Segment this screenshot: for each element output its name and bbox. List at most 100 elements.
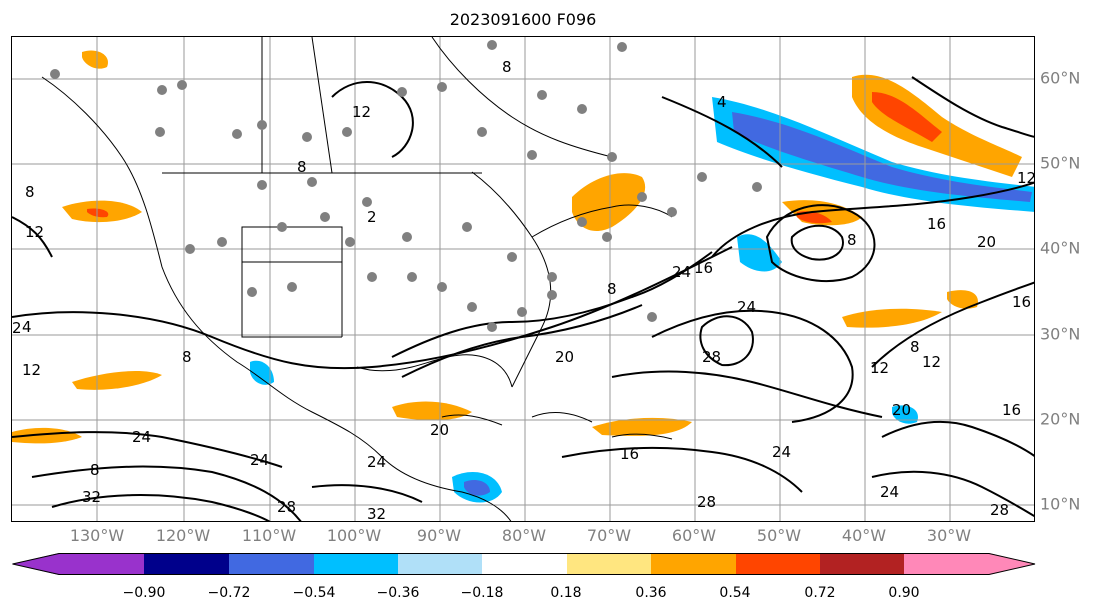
red-fill-mid-atlantic: [797, 211, 832, 224]
colorbar-segment: [12, 553, 144, 575]
lat-label: 40°N: [1040, 238, 1081, 258]
contour-label: 28: [702, 348, 721, 366]
contour-label: 12: [22, 361, 41, 379]
contour-label: 20: [977, 233, 996, 251]
lon-label: 50°W: [756, 526, 802, 545]
orange-fill-east-atlantic: [947, 290, 978, 309]
contour-labels: 8 12 8 4 12 8 2 8 8 4 12 16 20 24 28 24 …: [12, 58, 1035, 522]
contour-label: 8: [90, 461, 100, 479]
colorbar-tick-label: −0.18: [460, 585, 504, 601]
station-dots: [50, 40, 762, 332]
colorbar-tick-label: 0.18: [550, 585, 582, 601]
contour-label: 28: [990, 501, 1009, 519]
contour-label: 12: [1017, 169, 1035, 187]
colorbar-segment: [736, 553, 820, 575]
height-contours: [12, 76, 1034, 521]
contour-label: 4: [22, 318, 32, 336]
colorbar-segment: [229, 553, 314, 575]
shaded-fields: [12, 50, 1034, 503]
colorbar: [12, 553, 1036, 575]
contour-label: 20: [555, 348, 574, 366]
contour-label: 16: [1012, 293, 1031, 311]
contour-label: 12: [352, 103, 371, 121]
lat-label: 50°N: [1040, 153, 1081, 173]
map-panel: 8 12 8 4 12 8 2 8 8 4 12 16 20 24 28 24 …: [11, 36, 1035, 522]
contour-label: 28: [277, 498, 296, 516]
orange-fill-south-pacific: [12, 427, 82, 444]
contour-label: 2: [367, 208, 377, 226]
orange-fill-caribbean: [592, 417, 692, 436]
contour-label: 24: [132, 428, 151, 446]
colorbar-tick-label: 0.36: [635, 585, 667, 601]
colorbar-tick-label: 0.54: [719, 585, 751, 601]
contour-label: 8: [847, 231, 857, 249]
colorbar-outline: [12, 553, 1036, 575]
lat-label: 60°N: [1040, 68, 1081, 88]
graticule-grid: [12, 37, 1034, 521]
lon-label: 80°W: [501, 526, 547, 545]
colorbar-segment: [398, 553, 482, 575]
contour-label: 24: [672, 263, 691, 281]
colorbar-tick-label: 0.90: [888, 585, 920, 601]
contour-label: 8: [297, 158, 307, 176]
colorbar-segment: [820, 553, 904, 575]
coastlines: [41, 37, 673, 521]
contour-label: 12: [922, 353, 941, 371]
lat-label: 30°N: [1040, 324, 1081, 344]
lon-label: 130°W: [69, 526, 125, 545]
contour-label: 32: [82, 488, 101, 506]
colorbar-tick-label: −0.90: [122, 585, 166, 601]
contour-label: 24: [880, 483, 899, 501]
lat-label: 10°N: [1040, 494, 1081, 514]
colorbar-tick-label: −0.36: [376, 585, 420, 601]
lon-label: 40°W: [841, 526, 887, 545]
contour-label: 8: [25, 183, 35, 201]
darkblue-fill-central-america: [464, 480, 490, 496]
colorbar-segment: [651, 553, 736, 575]
contour-label: 12: [870, 359, 889, 377]
blue-fill-atlantic-low: [737, 234, 782, 272]
lon-label: 60°W: [671, 526, 717, 545]
red-fill-north-atlantic: [872, 92, 942, 142]
colorbar-segment: [314, 553, 398, 575]
orange-fill-gulf: [392, 401, 472, 421]
contour-label: 24: [737, 298, 756, 316]
orange-fill-newfoundland: [572, 173, 646, 232]
contour-label: 16: [620, 445, 639, 463]
colorbar-segment: [482, 553, 567, 575]
contour-label: 32: [367, 505, 386, 522]
contour-label: 20: [430, 421, 449, 439]
orange-fill-pacific: [72, 371, 162, 390]
contour-label: 8: [607, 280, 617, 298]
contour-label: 24: [250, 451, 269, 469]
blue-fill-east-atlantic-tropic: [892, 405, 918, 424]
contour-label: 8: [502, 58, 512, 76]
contour-label: 8: [182, 348, 192, 366]
weather-map: 8 12 8 4 12 8 2 8 8 4 12 16 20 24 28 24 …: [12, 37, 1035, 522]
colorbar-segment: [904, 553, 1035, 575]
contour-label: 4: [717, 93, 727, 111]
red-fill-west-canada: [87, 208, 109, 218]
colorbar-tick-label: 0.72: [804, 585, 836, 601]
contour-label: 2: [12, 319, 22, 337]
lon-label: 30°W: [926, 526, 972, 545]
contour-label: 16: [927, 215, 946, 233]
colorbar-segment: [144, 553, 229, 575]
contour-label: 20: [892, 401, 911, 419]
contour-label: 16: [694, 259, 713, 277]
lon-label: 110°W: [241, 526, 297, 545]
lat-label: 20°N: [1040, 409, 1081, 429]
contour-label: 16: [1002, 401, 1021, 419]
contour-label: 28: [697, 493, 716, 511]
contour-label: 24: [367, 453, 386, 471]
blue-band-inner: [732, 112, 1032, 202]
orange-fill-west-pacific-north: [82, 50, 108, 69]
map-title: 2023091600 F096: [449, 10, 597, 29]
contour-label: 8: [910, 338, 920, 356]
lon-label: 70°W: [586, 526, 632, 545]
lon-label: 100°W: [326, 526, 382, 545]
blue-fill-mexico: [250, 360, 274, 385]
orange-fill-subtropical-atlantic: [842, 308, 942, 328]
colorbar-segment: [567, 553, 651, 575]
contour-label: 12: [25, 223, 44, 241]
